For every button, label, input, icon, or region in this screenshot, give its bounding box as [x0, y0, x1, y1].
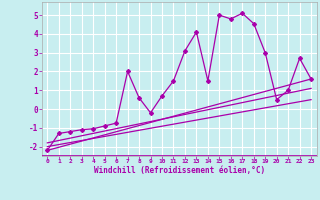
X-axis label: Windchill (Refroidissement éolien,°C): Windchill (Refroidissement éolien,°C) [94, 166, 265, 175]
